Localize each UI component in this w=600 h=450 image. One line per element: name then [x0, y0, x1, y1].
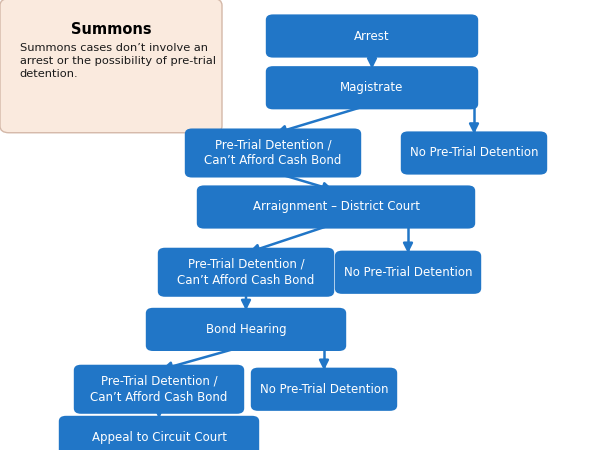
FancyBboxPatch shape [266, 66, 478, 109]
FancyBboxPatch shape [158, 248, 334, 297]
Text: Arraignment – District Court: Arraignment – District Court [253, 201, 419, 213]
FancyBboxPatch shape [335, 251, 481, 294]
FancyBboxPatch shape [74, 364, 244, 414]
Text: Pre-Trial Detention /
Can’t Afford Cash Bond: Pre-Trial Detention / Can’t Afford Cash … [205, 139, 341, 167]
FancyBboxPatch shape [59, 416, 259, 450]
Text: Bond Hearing: Bond Hearing [206, 323, 286, 336]
FancyBboxPatch shape [197, 185, 475, 229]
Text: Appeal to Circuit Court: Appeal to Circuit Court [91, 431, 227, 444]
Text: Summons: Summons [71, 22, 151, 37]
Text: Summons cases don’t involve an
arrest or the possibility of pre-trial
detention.: Summons cases don’t involve an arrest or… [20, 43, 216, 79]
Text: Magistrate: Magistrate [340, 81, 404, 94]
Text: Arrest: Arrest [354, 30, 390, 42]
Text: No Pre-Trial Detention: No Pre-Trial Detention [260, 383, 388, 396]
FancyBboxPatch shape [146, 308, 346, 351]
FancyBboxPatch shape [251, 368, 397, 411]
FancyBboxPatch shape [185, 129, 361, 177]
Text: No Pre-Trial Detention: No Pre-Trial Detention [344, 266, 472, 279]
Text: No Pre-Trial Detention: No Pre-Trial Detention [410, 147, 538, 159]
FancyBboxPatch shape [401, 131, 547, 175]
FancyBboxPatch shape [266, 14, 478, 58]
Text: Pre-Trial Detention /
Can’t Afford Cash Bond: Pre-Trial Detention / Can’t Afford Cash … [91, 375, 227, 404]
Text: Pre-Trial Detention /
Can’t Afford Cash Bond: Pre-Trial Detention / Can’t Afford Cash … [178, 258, 314, 287]
FancyBboxPatch shape [0, 0, 222, 133]
